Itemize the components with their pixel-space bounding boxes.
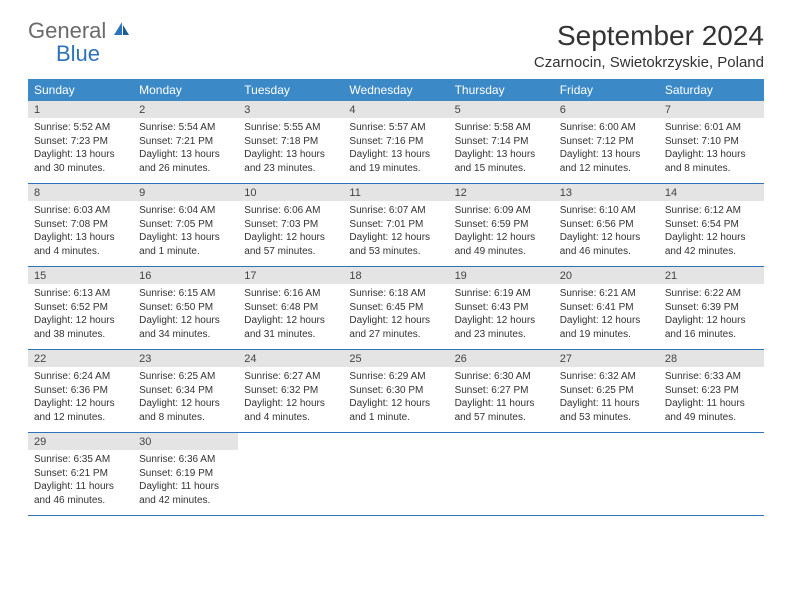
day-detail-26: Sunrise: 6:30 AMSunset: 6:27 PMDaylight:… xyxy=(449,367,554,433)
day-detail-8: Sunrise: 6:03 AMSunset: 7:08 PMDaylight:… xyxy=(28,201,133,267)
day-num-9: 9 xyxy=(133,184,238,201)
day-num-4: 4 xyxy=(343,101,448,118)
weekday-tuesday: Tuesday xyxy=(238,79,343,101)
day-num-16: 16 xyxy=(133,267,238,284)
day-detail-10: Sunrise: 6:06 AMSunset: 7:03 PMDaylight:… xyxy=(238,201,343,267)
day-detail-empty xyxy=(554,450,659,516)
day-detail-7: Sunrise: 6:01 AMSunset: 7:10 PMDaylight:… xyxy=(659,118,764,184)
week-3-detail-row: Sunrise: 6:24 AMSunset: 6:36 PMDaylight:… xyxy=(28,367,764,433)
day-num-12: 12 xyxy=(449,184,554,201)
logo-text-blue: Blue xyxy=(56,43,131,65)
weekday-sunday: Sunday xyxy=(28,79,133,101)
day-num-14: 14 xyxy=(659,184,764,201)
week-4-detail-row: Sunrise: 6:35 AMSunset: 6:21 PMDaylight:… xyxy=(28,450,764,516)
day-num-17: 17 xyxy=(238,267,343,284)
day-detail-6: Sunrise: 6:00 AMSunset: 7:12 PMDaylight:… xyxy=(554,118,659,184)
day-empty xyxy=(449,433,554,450)
day-num-29: 29 xyxy=(28,433,133,450)
day-num-13: 13 xyxy=(554,184,659,201)
day-detail-22: Sunrise: 6:24 AMSunset: 6:36 PMDaylight:… xyxy=(28,367,133,433)
week-1-detail-row: Sunrise: 6:03 AMSunset: 7:08 PMDaylight:… xyxy=(28,201,764,267)
day-detail-29: Sunrise: 6:35 AMSunset: 6:21 PMDaylight:… xyxy=(28,450,133,516)
logo-text-general: General xyxy=(28,18,106,43)
day-detail-5: Sunrise: 5:58 AMSunset: 7:14 PMDaylight:… xyxy=(449,118,554,184)
header: General Blue September 2024 Czarnocin, S… xyxy=(28,20,764,71)
week-0-detail-row: Sunrise: 5:52 AMSunset: 7:23 PMDaylight:… xyxy=(28,118,764,184)
day-num-25: 25 xyxy=(343,350,448,367)
weekday-friday: Friday xyxy=(554,79,659,101)
day-detail-15: Sunrise: 6:13 AMSunset: 6:52 PMDaylight:… xyxy=(28,284,133,350)
day-detail-23: Sunrise: 6:25 AMSunset: 6:34 PMDaylight:… xyxy=(133,367,238,433)
calendar-table: SundayMondayTuesdayWednesdayThursdayFrid… xyxy=(28,79,764,516)
day-detail-3: Sunrise: 5:55 AMSunset: 7:18 PMDaylight:… xyxy=(238,118,343,184)
logo: General Blue xyxy=(28,20,131,65)
day-empty xyxy=(343,433,448,450)
day-num-11: 11 xyxy=(343,184,448,201)
day-num-28: 28 xyxy=(659,350,764,367)
day-detail-28: Sunrise: 6:33 AMSunset: 6:23 PMDaylight:… xyxy=(659,367,764,433)
day-num-8: 8 xyxy=(28,184,133,201)
day-detail-2: Sunrise: 5:54 AMSunset: 7:21 PMDaylight:… xyxy=(133,118,238,184)
logo-sail-icon xyxy=(113,20,131,43)
day-detail-13: Sunrise: 6:10 AMSunset: 6:56 PMDaylight:… xyxy=(554,201,659,267)
title-block: September 2024 Czarnocin, Swietokrzyskie… xyxy=(534,20,764,71)
day-detail-empty xyxy=(449,450,554,516)
day-detail-30: Sunrise: 6:36 AMSunset: 6:19 PMDaylight:… xyxy=(133,450,238,516)
day-num-7: 7 xyxy=(659,101,764,118)
day-empty xyxy=(238,433,343,450)
day-num-26: 26 xyxy=(449,350,554,367)
day-detail-16: Sunrise: 6:15 AMSunset: 6:50 PMDaylight:… xyxy=(133,284,238,350)
day-detail-18: Sunrise: 6:18 AMSunset: 6:45 PMDaylight:… xyxy=(343,284,448,350)
day-detail-14: Sunrise: 6:12 AMSunset: 6:54 PMDaylight:… xyxy=(659,201,764,267)
day-empty xyxy=(659,433,764,450)
weekday-monday: Monday xyxy=(133,79,238,101)
week-2-detail-row: Sunrise: 6:13 AMSunset: 6:52 PMDaylight:… xyxy=(28,284,764,350)
day-num-5: 5 xyxy=(449,101,554,118)
day-num-3: 3 xyxy=(238,101,343,118)
day-detail-21: Sunrise: 6:22 AMSunset: 6:39 PMDaylight:… xyxy=(659,284,764,350)
week-0-num-row: 1234567 xyxy=(28,101,764,118)
day-num-30: 30 xyxy=(133,433,238,450)
day-empty xyxy=(554,433,659,450)
day-detail-25: Sunrise: 6:29 AMSunset: 6:30 PMDaylight:… xyxy=(343,367,448,433)
day-detail-11: Sunrise: 6:07 AMSunset: 7:01 PMDaylight:… xyxy=(343,201,448,267)
day-detail-17: Sunrise: 6:16 AMSunset: 6:48 PMDaylight:… xyxy=(238,284,343,350)
location: Czarnocin, Swietokrzyskie, Poland xyxy=(534,54,764,71)
day-num-18: 18 xyxy=(343,267,448,284)
day-num-10: 10 xyxy=(238,184,343,201)
day-num-23: 23 xyxy=(133,350,238,367)
day-detail-24: Sunrise: 6:27 AMSunset: 6:32 PMDaylight:… xyxy=(238,367,343,433)
day-num-22: 22 xyxy=(28,350,133,367)
day-detail-1: Sunrise: 5:52 AMSunset: 7:23 PMDaylight:… xyxy=(28,118,133,184)
day-detail-20: Sunrise: 6:21 AMSunset: 6:41 PMDaylight:… xyxy=(554,284,659,350)
weekday-saturday: Saturday xyxy=(659,79,764,101)
day-num-20: 20 xyxy=(554,267,659,284)
day-detail-4: Sunrise: 5:57 AMSunset: 7:16 PMDaylight:… xyxy=(343,118,448,184)
day-detail-9: Sunrise: 6:04 AMSunset: 7:05 PMDaylight:… xyxy=(133,201,238,267)
week-1-num-row: 891011121314 xyxy=(28,184,764,201)
day-num-1: 1 xyxy=(28,101,133,118)
weekday-thursday: Thursday xyxy=(449,79,554,101)
day-num-15: 15 xyxy=(28,267,133,284)
day-detail-empty xyxy=(659,450,764,516)
day-num-6: 6 xyxy=(554,101,659,118)
day-num-21: 21 xyxy=(659,267,764,284)
day-num-24: 24 xyxy=(238,350,343,367)
weekday-header-row: SundayMondayTuesdayWednesdayThursdayFrid… xyxy=(28,79,764,101)
week-4-num-row: 2930 xyxy=(28,433,764,450)
day-detail-empty xyxy=(238,450,343,516)
month-title: September 2024 xyxy=(534,20,764,52)
day-detail-19: Sunrise: 6:19 AMSunset: 6:43 PMDaylight:… xyxy=(449,284,554,350)
day-detail-empty xyxy=(343,450,448,516)
day-num-2: 2 xyxy=(133,101,238,118)
weekday-wednesday: Wednesday xyxy=(343,79,448,101)
day-detail-12: Sunrise: 6:09 AMSunset: 6:59 PMDaylight:… xyxy=(449,201,554,267)
day-num-19: 19 xyxy=(449,267,554,284)
day-num-27: 27 xyxy=(554,350,659,367)
day-detail-27: Sunrise: 6:32 AMSunset: 6:25 PMDaylight:… xyxy=(554,367,659,433)
week-2-num-row: 15161718192021 xyxy=(28,267,764,284)
separator-cell xyxy=(28,516,764,517)
week-separator xyxy=(28,516,764,517)
week-3-num-row: 22232425262728 xyxy=(28,350,764,367)
